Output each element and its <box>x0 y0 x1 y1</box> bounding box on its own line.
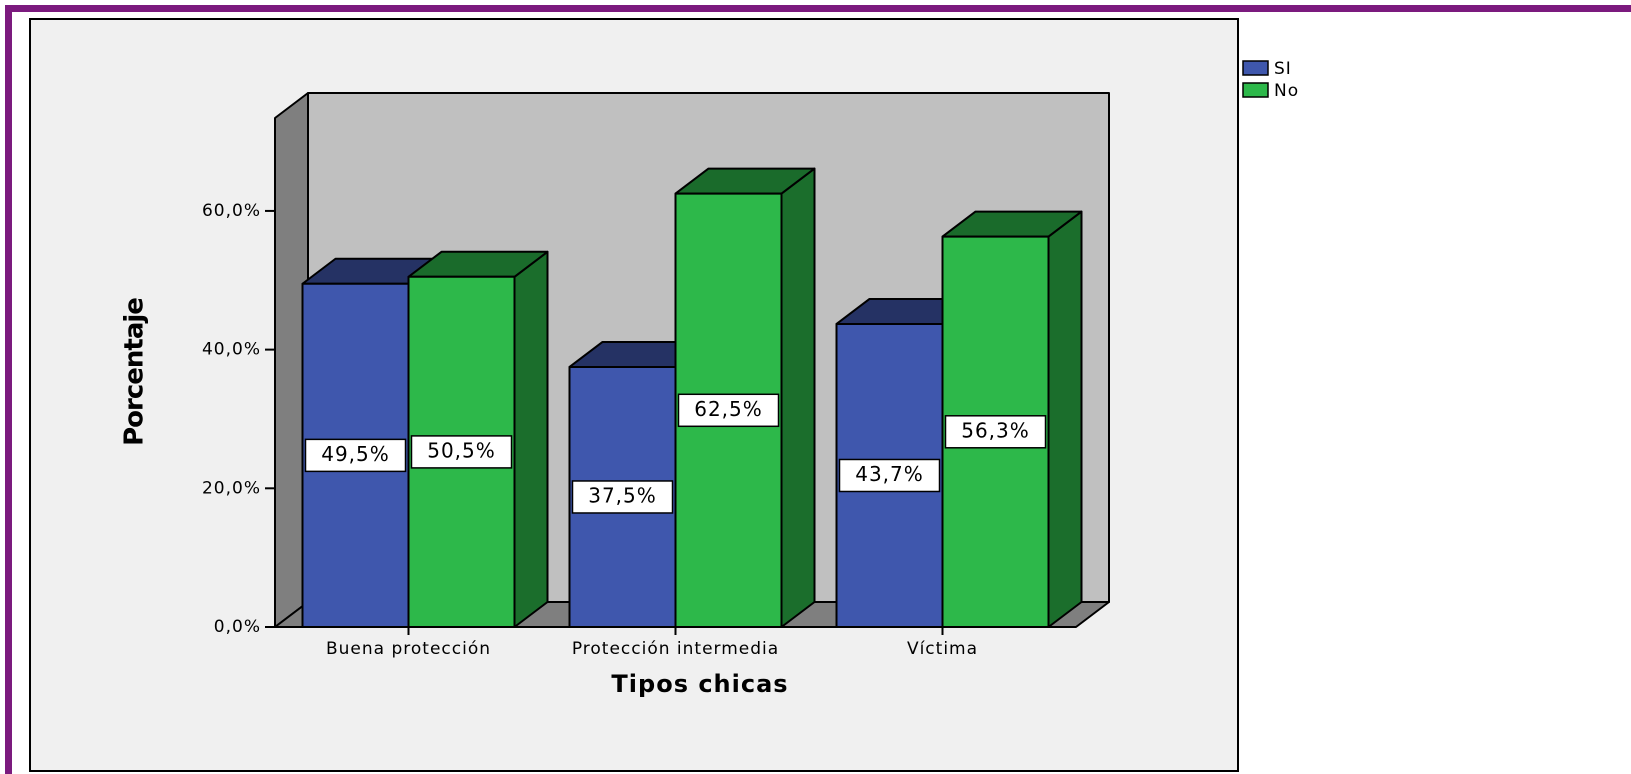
value-label-box <box>304 438 407 473</box>
value-label: 62,5% <box>694 397 763 421</box>
value-label: 43,7% <box>855 462 924 486</box>
bar-side <box>1047 210 1083 628</box>
y-tick-label: 60,0% <box>202 201 261 221</box>
legend-label: SI <box>1274 59 1292 79</box>
value-label-box <box>838 458 941 493</box>
value-label-box <box>410 435 513 469</box>
frame-top <box>5 5 1631 12</box>
x-tick-label: Protección intermedia <box>572 639 779 659</box>
value-label-box <box>571 480 674 514</box>
legend-label: No <box>1274 81 1299 101</box>
value-label-box <box>677 393 780 428</box>
bar-side <box>513 250 549 628</box>
value-label: 49,5% <box>321 442 390 466</box>
y-tick-label: 0,0% <box>214 617 261 637</box>
y-axis-title: Porcentaje <box>120 298 150 446</box>
value-label: 56,3% <box>961 418 1030 442</box>
value-label-box <box>944 415 1047 449</box>
frame-left <box>5 5 12 774</box>
bar-side <box>780 167 816 628</box>
value-label: 50,5% <box>427 438 496 462</box>
x-tick-label: Buena protección <box>326 639 491 659</box>
x-tick-label: Víctima <box>907 639 978 659</box>
legend-swatch <box>1242 60 1269 76</box>
x-axis-title: Tipos chicas <box>611 670 788 698</box>
value-label: 37,5% <box>588 483 657 507</box>
y-tick-label: 40,0% <box>202 340 261 360</box>
legend-swatch <box>1242 82 1269 98</box>
y-tick-label: 20,0% <box>202 478 261 498</box>
